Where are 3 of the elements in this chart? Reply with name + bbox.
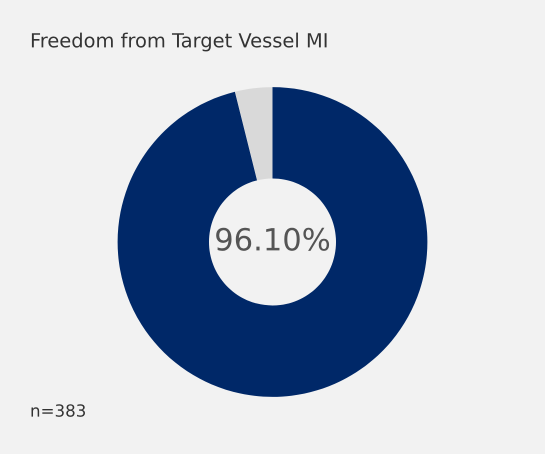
chart-title: Freedom from Target Vessel MI [32,32,327,52]
text: n=383 [32,404,86,417]
data-label: 96.10% [216,228,330,251]
